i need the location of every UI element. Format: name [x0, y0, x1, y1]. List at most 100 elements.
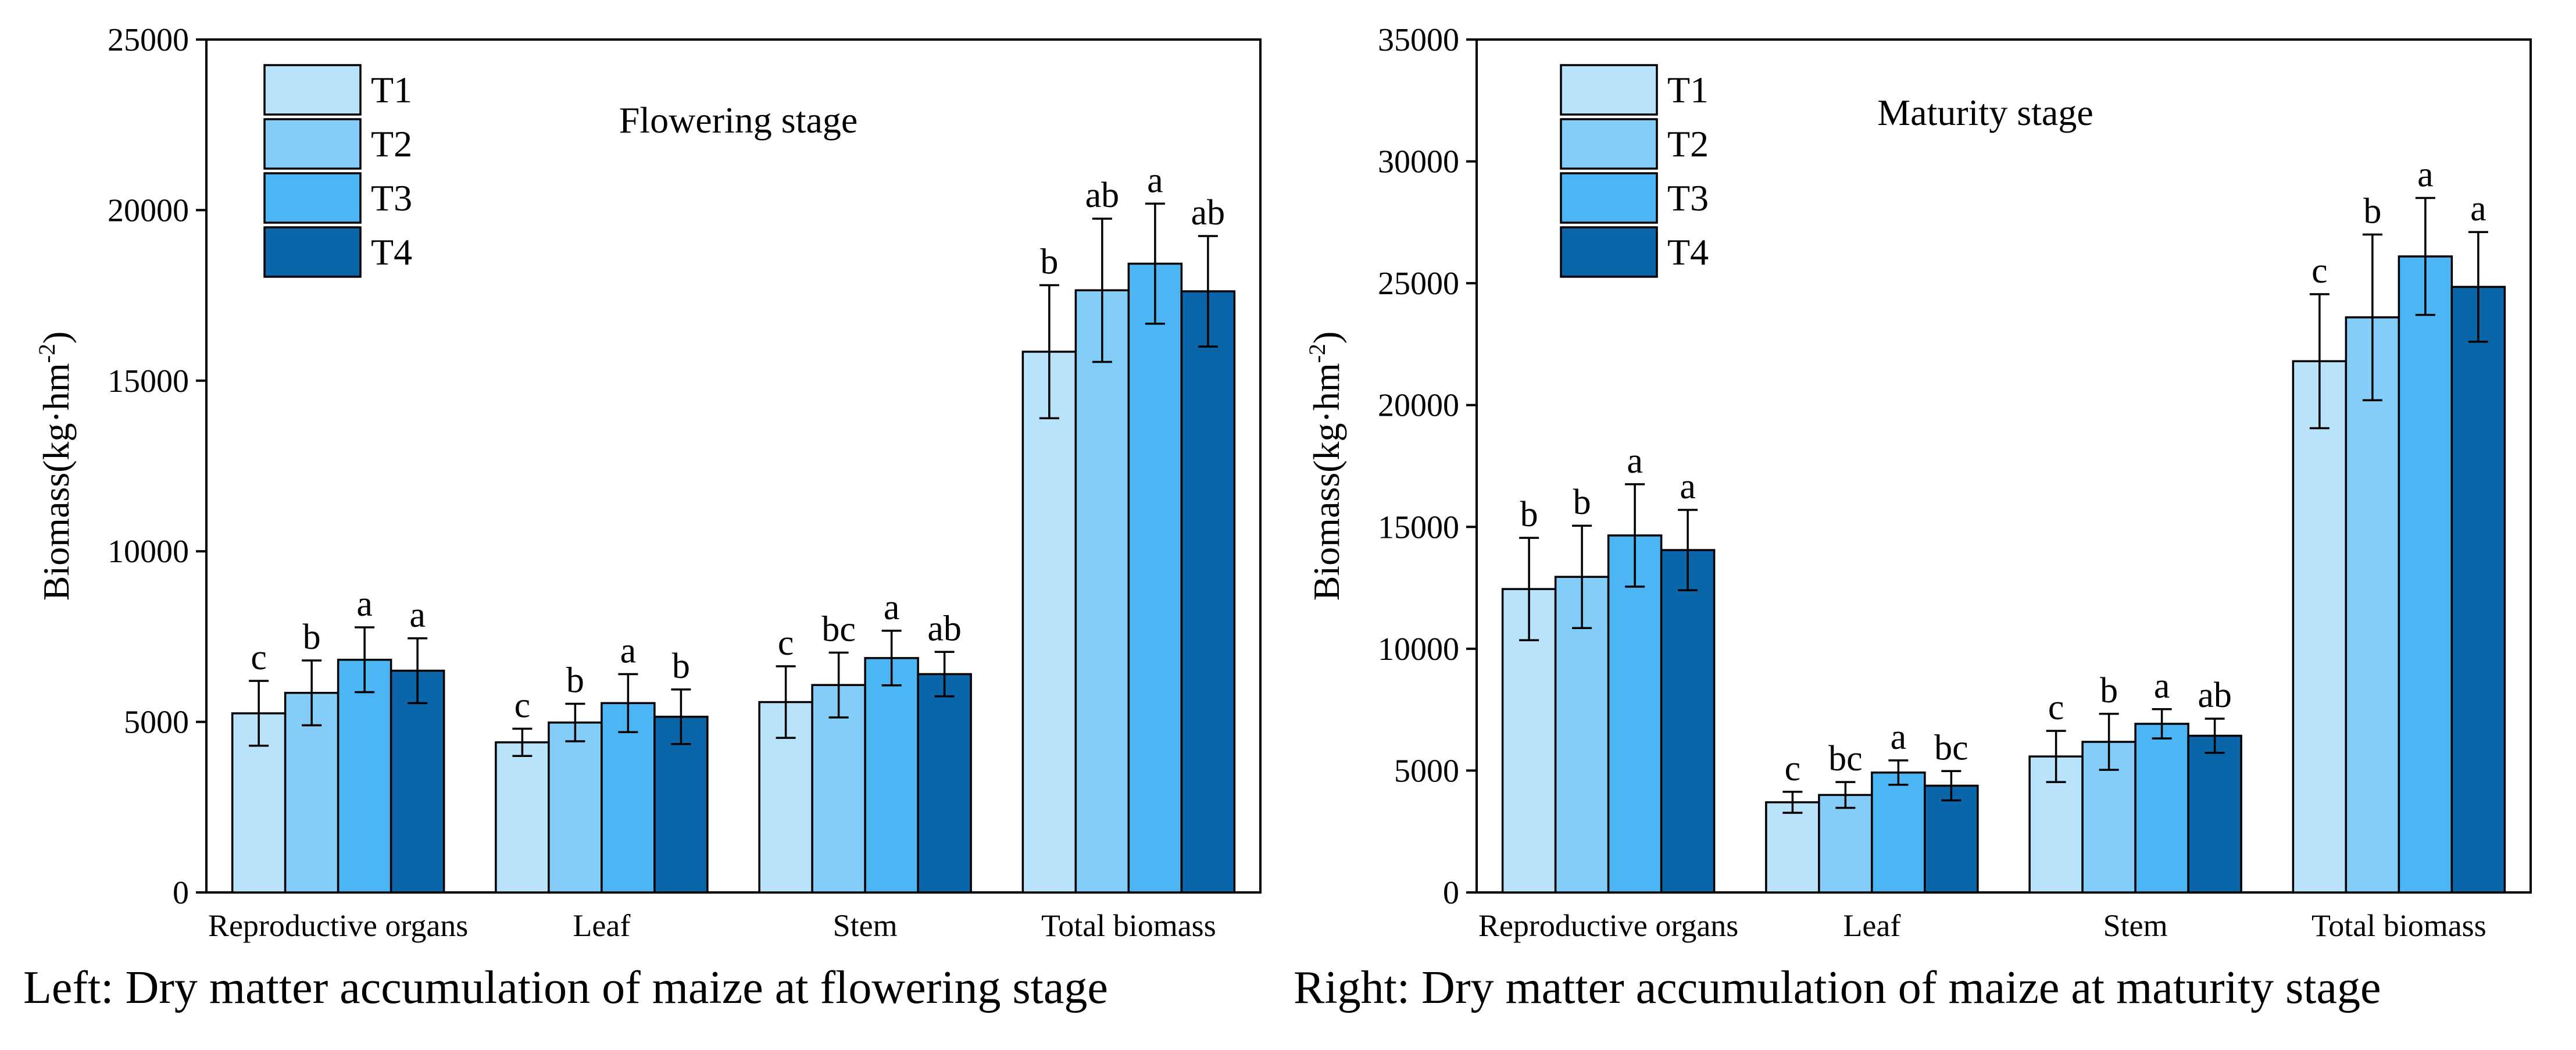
legend-swatch-t1: [1560, 64, 1658, 116]
legend-swatch-t3: [1560, 172, 1658, 224]
bar-leaf-t3: [1871, 772, 1926, 894]
y-tick-label: 10000: [1378, 631, 1459, 667]
bar-stem-t4: [2187, 734, 2242, 894]
significance-letter: ab: [927, 609, 962, 648]
significance-letter: bc: [821, 609, 856, 649]
maturity-stage-chart: 0 5000 10000 15000 20000 25000 30000 35000 Bioma…: [1304, 22, 2532, 943]
significance-letter: ab: [1085, 176, 1120, 215]
bar-leaf-t3: [601, 702, 656, 894]
significance-letter: a: [620, 631, 637, 670]
significance-letter: b: [2363, 191, 2381, 231]
y-axis-title: Biomass(kg·hm-2): [34, 331, 77, 601]
bar-reproductive-organs-t4: [1660, 549, 1716, 894]
significance-letter: a: [884, 588, 900, 627]
plot-frame: [1475, 38, 2532, 894]
left-caption: Left: Dry matter accumulation of maize a…: [23, 962, 1108, 1013]
legend-swatch-t2: [263, 118, 362, 170]
significance-letter: b: [1520, 495, 1538, 534]
bar-stem-t4: [917, 673, 972, 894]
legend-label: T4: [371, 231, 412, 273]
y-tick-label: 5000: [1394, 753, 1459, 789]
y-tick-label: 0: [173, 875, 189, 911]
significance-letter: a: [2470, 189, 2486, 228]
y-axis-title: Biomass(kg·hm-2): [1304, 331, 1347, 601]
significance-letter: bc: [1828, 739, 1863, 778]
significance-letter: a: [409, 595, 426, 635]
significance-letter: b: [566, 660, 584, 700]
bar-total-biomass-t1: [1021, 351, 1077, 894]
y-axis-title-main: Biomass(kg·hm: [1306, 363, 1347, 601]
significance-letter: c: [2048, 688, 2064, 727]
y-tick-label: 25000: [108, 22, 189, 58]
y-tick-label: 35000: [1378, 22, 1459, 58]
stage-label: Maturity stage: [1877, 92, 2093, 133]
y-tick-label: 25000: [1378, 266, 1459, 302]
y-axis-title-close: ): [1306, 331, 1347, 344]
x-category-label: Total biomass: [1041, 908, 1216, 943]
legend-swatch-t4: [1560, 226, 1658, 278]
x-category-label: Leaf: [1843, 908, 1900, 943]
significance-letter: ab: [1191, 193, 1226, 233]
y-axis-title-main: Biomass(kg·hm: [35, 363, 77, 601]
x-category-label: Leaf: [573, 908, 630, 943]
x-category-label: Stem: [833, 908, 898, 943]
x-category-label: Reproductive organs: [208, 908, 468, 943]
significance-letter: c: [251, 638, 267, 677]
flowering-stage-chart: 0 5000 10000 15000 20000 25000 Biomass(kg·hm-2…: [34, 22, 1262, 943]
bar-leaf-t4: [1924, 784, 1979, 894]
significance-letter: ab: [2198, 676, 2232, 715]
y-axis-title-superscript: -2: [1304, 344, 1330, 363]
legend-label: T2: [371, 123, 412, 165]
legend-label: T2: [1667, 123, 1709, 165]
significance-letter: a: [2417, 155, 2434, 194]
y-tick-label: 15000: [1378, 509, 1459, 545]
legend-label: T4: [1667, 231, 1709, 273]
significance-letter: b: [1573, 483, 1591, 522]
y-tick-label: 20000: [1378, 388, 1459, 424]
bar-total-biomass-t2: [1074, 289, 1130, 894]
significance-letter: a: [1627, 441, 1643, 481]
plot-frame: [205, 38, 1262, 894]
y-tick-label: 0: [1443, 875, 1459, 911]
legend-swatch-t3: [263, 172, 362, 224]
legend-label: T1: [1667, 69, 1709, 110]
y-axis-title-superscript: -2: [34, 344, 60, 363]
bar-total-biomass-t1: [2292, 360, 2348, 894]
bar-stem-t3: [2134, 723, 2189, 894]
stage-label: Flowering stage: [619, 99, 858, 141]
significance-letter: c: [515, 685, 531, 725]
bar-leaf-t2: [548, 722, 603, 894]
significance-letter: bc: [1934, 728, 1968, 767]
legend-label: T3: [1667, 177, 1709, 219]
x-category-label: Total biomass: [2311, 908, 2486, 943]
significance-letter: b: [303, 617, 321, 657]
significance-letter: c: [1785, 749, 1801, 788]
significance-letter: b: [1040, 242, 1058, 281]
significance-letter: a: [2154, 666, 2170, 706]
bar-total-biomass-t4: [1180, 290, 1236, 894]
bar-stem-t3: [864, 657, 919, 894]
bar-total-biomass-t3: [1127, 262, 1183, 894]
bar-total-biomass-t4: [2450, 285, 2506, 894]
significance-letter: a: [1891, 717, 1907, 757]
y-tick-label: 5000: [124, 705, 189, 741]
legend-label: T1: [371, 69, 412, 110]
y-tick-label: 15000: [108, 363, 189, 399]
significance-letter: c: [2311, 251, 2328, 291]
significance-letter: b: [2100, 671, 2118, 710]
bar-leaf-t1: [495, 741, 550, 894]
significance-letter: c: [778, 623, 794, 663]
bar-leaf-t2: [1818, 794, 1873, 894]
significance-letter: a: [356, 584, 373, 624]
bar-reproductive-organs-t2: [1554, 576, 1610, 894]
legend-label: T3: [371, 177, 412, 219]
significance-letter: a: [1147, 160, 1163, 200]
y-axis-title-close: ): [35, 331, 77, 344]
legend-swatch-t4: [263, 226, 362, 278]
right-caption: Right: Dry matter accumulation of maize …: [1294, 962, 2381, 1013]
y-tick-label: 10000: [108, 534, 189, 570]
bar-reproductive-organs-t3: [337, 659, 392, 894]
y-tick-label: 30000: [1378, 144, 1459, 180]
